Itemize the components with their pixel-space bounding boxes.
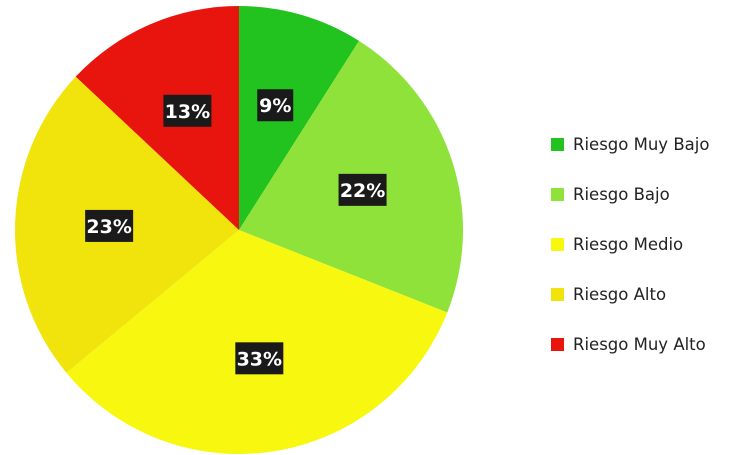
slice-label-very-low: 9% — [257, 89, 294, 122]
legend-swatch — [551, 337, 564, 351]
legend-swatch — [551, 137, 564, 151]
legend-item-very-high: Riesgo Muy Alto — [551, 319, 709, 369]
slice-label-low: 22% — [338, 173, 387, 206]
legend-label: Riesgo Alto — [573, 284, 667, 304]
legend-item-medium: Riesgo Medio — [551, 219, 709, 269]
slice-label-background — [85, 209, 134, 242]
legend-label: Riesgo Medio — [573, 234, 684, 254]
legend-item-very-low: Riesgo Muy Bajo — [551, 119, 709, 169]
slice-value-label: 9% — [259, 95, 291, 117]
pie-slice-very-low — [239, 6, 360, 230]
slice-label-very-high: 13% — [163, 94, 212, 127]
slice-label-background — [163, 94, 212, 127]
chart-legend: Riesgo Muy Bajo Riesgo Bajo Riesgo Medio Ri… — [551, 119, 709, 369]
pie-slice-very-high — [75, 6, 239, 230]
pie-slice-labels: 9% 22% 33% 23% 13% — [85, 89, 387, 375]
slice-label-background — [338, 173, 387, 206]
legend-label: Riesgo Muy Alto — [573, 334, 706, 354]
legend-label: Riesgo Muy Bajo — [573, 134, 710, 154]
slice-value-label: 33% — [237, 348, 282, 370]
pie-slice-medium — [66, 230, 448, 455]
legend-swatch — [551, 287, 564, 301]
slice-label-medium: 33% — [235, 342, 284, 375]
legend-swatch — [551, 187, 564, 201]
slice-value-label: 22% — [340, 180, 385, 202]
slice-label-background — [257, 89, 294, 122]
slice-value-label: 23% — [86, 216, 131, 238]
legend-swatch — [551, 237, 564, 251]
legend-label: Riesgo Bajo — [573, 184, 670, 204]
pie-slices — [14, 6, 463, 455]
slice-value-label: 13% — [165, 101, 210, 123]
slice-label-high: 23% — [85, 209, 134, 242]
legend-item-low: Riesgo Bajo — [551, 169, 709, 219]
legend-item-high: Riesgo Alto — [551, 269, 709, 319]
slice-label-background — [235, 342, 284, 375]
